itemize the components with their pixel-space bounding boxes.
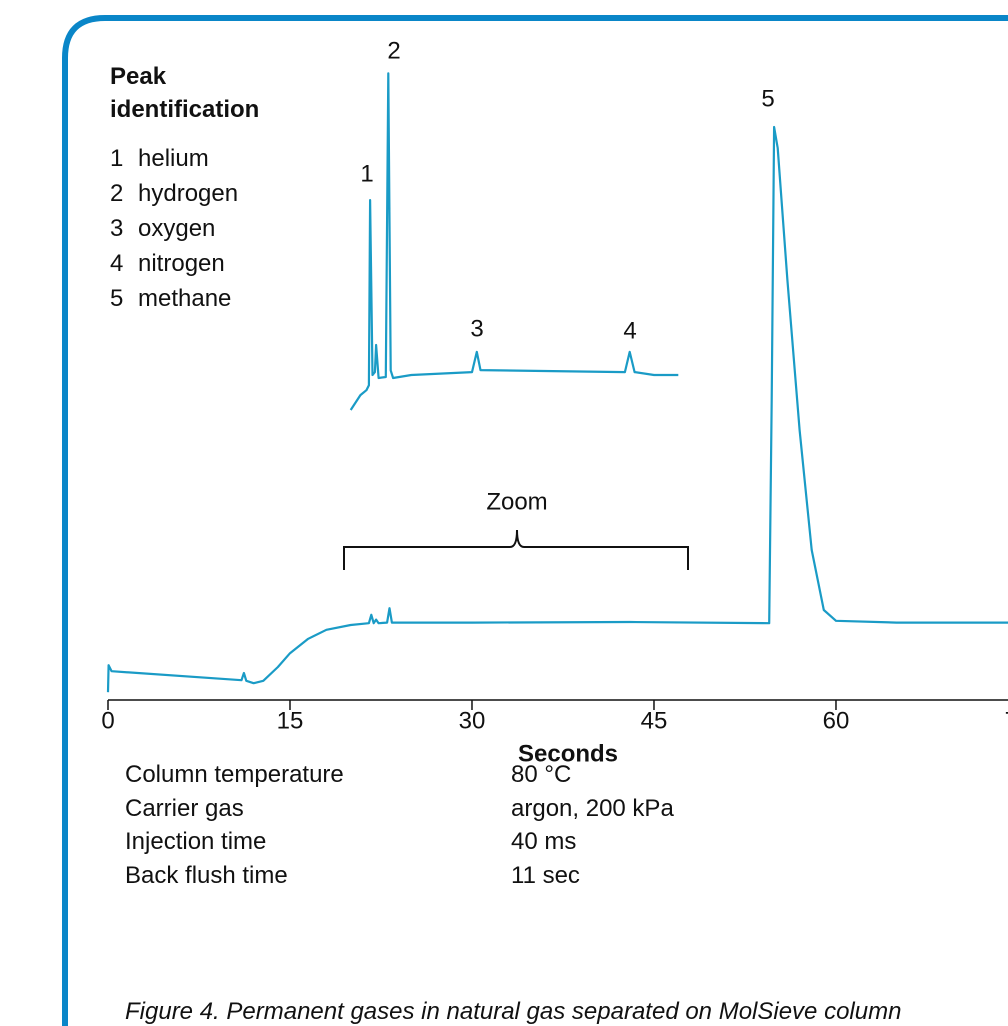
peak-label: 2: [387, 37, 400, 64]
peak-label: 1: [360, 160, 373, 187]
trace: [106, 125, 1008, 693]
legend-name: nitrogen: [138, 250, 225, 277]
trace: [349, 72, 679, 411]
peak-label: 5: [761, 85, 774, 112]
legend-name: oxygen: [138, 215, 216, 242]
condition-value: 40 ms: [511, 828, 577, 855]
zoom-bracket: [343, 529, 689, 570]
x-axis-label: Seconds: [518, 740, 618, 767]
x-tick-label: 75: [1005, 707, 1008, 734]
legend-id: 5: [110, 285, 124, 312]
zoom-label: Zoom: [486, 488, 547, 515]
legend-name: hydrogen: [138, 180, 239, 207]
x-tick-label: 30: [459, 707, 486, 734]
legend-name: helium: [138, 145, 209, 172]
legend-id: 2: [110, 180, 124, 207]
x-tick-label: 0: [101, 707, 114, 734]
condition-label: Column temperature: [125, 761, 344, 788]
peak-label: 4: [623, 317, 636, 344]
x-tick-label: 60: [823, 707, 850, 734]
x-tick-label: 45: [641, 707, 668, 734]
condition-value: 80 °C: [511, 761, 572, 788]
condition-label: Carrier gas: [125, 794, 244, 822]
peak-label: 3: [470, 315, 483, 342]
legend-title: Peak identification: [110, 63, 260, 123]
condition-value: argon, 200 kPa: [511, 794, 674, 822]
frame: [62, 15, 1008, 1026]
condition-value: 11 sec: [511, 861, 580, 889]
legend-id: 3: [110, 215, 124, 242]
legend-name: methane: [138, 285, 232, 312]
caption: Figure 4. Permanent gases in natural gas…: [125, 998, 902, 1025]
condition-label: Back flush time: [125, 861, 288, 889]
legend-id: 4: [110, 250, 124, 277]
legend-id: 1: [110, 145, 124, 172]
x-tick-label: 15: [277, 707, 304, 734]
condition-label: Injection time: [125, 828, 267, 855]
